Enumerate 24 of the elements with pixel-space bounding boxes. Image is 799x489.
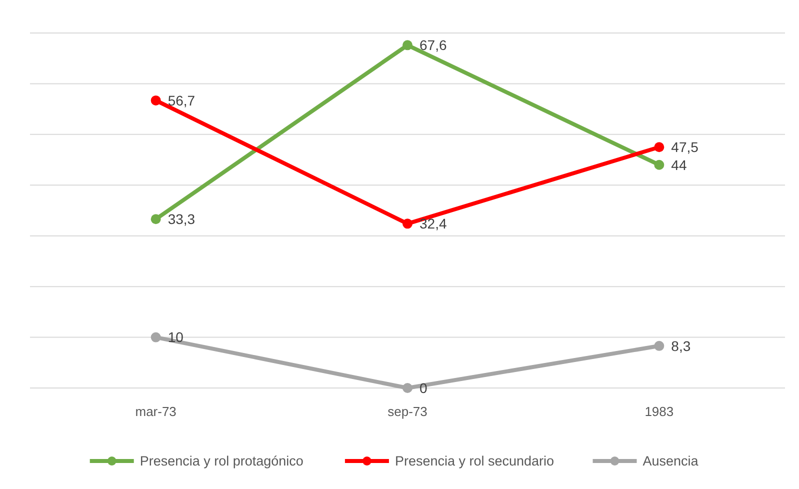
legend-label: Presencia y rol protagónico [140, 454, 304, 469]
point [150, 95, 161, 106]
data-label: 0 [420, 380, 428, 396]
point [150, 332, 161, 342]
data-label: 44 [671, 156, 687, 173]
point [150, 214, 161, 224]
x-tick-label: 1983 [644, 404, 674, 419]
data-label: 56,7 [168, 92, 196, 108]
point [654, 142, 664, 152]
point [402, 383, 412, 393]
data-label: 47,5 [671, 139, 699, 156]
data-label: 8,3 [671, 338, 691, 354]
x-tick-label: mar-73 [135, 404, 176, 419]
data-label: 10 [168, 329, 184, 346]
point [654, 340, 664, 351]
data-label: 67,6 [420, 37, 447, 54]
data-label: 33,3 [168, 211, 196, 228]
point [402, 218, 412, 229]
x-tick-label: sep-73 [388, 404, 428, 419]
point [654, 160, 664, 170]
point [402, 40, 412, 50]
legend-label: Ausencia [642, 454, 699, 469]
data-label: 32,4 [420, 216, 447, 232]
legend-label: Presencia y rol secundario [394, 454, 554, 469]
